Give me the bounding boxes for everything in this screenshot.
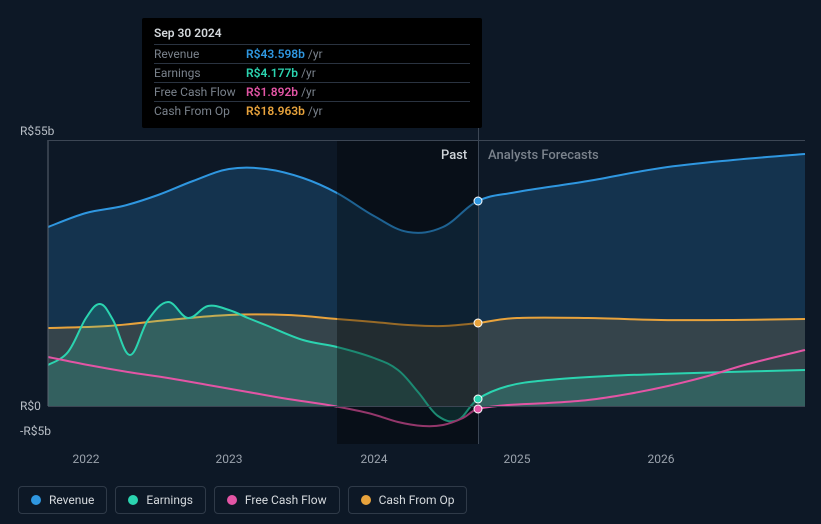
tooltip-label: Earnings xyxy=(154,66,246,80)
tooltip-label: Free Cash Flow xyxy=(154,85,246,99)
tooltip-date: Sep 30 2024 xyxy=(154,26,470,40)
past-shade xyxy=(337,140,478,444)
tooltip-label: Cash From Op xyxy=(154,104,246,118)
plot-area xyxy=(48,140,805,444)
tooltip-row: Cash From OpR$18.963b/yr xyxy=(154,101,470,120)
legend-dot-icon xyxy=(31,495,41,505)
marker xyxy=(474,405,483,414)
marker xyxy=(474,395,483,404)
tooltip: Sep 30 2024 RevenueR$43.598b/yrEarningsR… xyxy=(142,18,482,128)
y-tick-label: R$55b xyxy=(20,124,54,138)
x-tick-label: 2025 xyxy=(504,452,531,466)
legend-item-free-cash-flow[interactable]: Free Cash Flow xyxy=(214,486,340,514)
legend-label: Free Cash Flow xyxy=(245,493,327,507)
x-tick-label: 2024 xyxy=(361,452,388,466)
legend-item-revenue[interactable]: Revenue xyxy=(18,486,107,514)
y-tick-label: R$0 xyxy=(20,399,41,413)
y-tick-label: -R$5b xyxy=(20,424,51,438)
tooltip-value: R$1.892b xyxy=(246,85,298,99)
tooltip-unit: /yr xyxy=(301,85,316,99)
x-tick-label: 2023 xyxy=(216,452,243,466)
x-tick-label: 2026 xyxy=(648,452,675,466)
tooltip-row: Free Cash FlowR$1.892b/yr xyxy=(154,82,470,101)
past-label: Past xyxy=(441,148,467,163)
financial-chart: Sep 30 2024 RevenueR$43.598b/yrEarningsR… xyxy=(0,0,821,524)
legend-item-cash-from-op[interactable]: Cash From Op xyxy=(348,486,468,514)
tooltip-unit: /yr xyxy=(308,104,323,118)
legend-label: Earnings xyxy=(146,493,193,507)
legend-dot-icon xyxy=(128,495,138,505)
tooltip-value: R$18.963b xyxy=(246,104,305,118)
zero-line xyxy=(48,406,805,407)
legend-item-earnings[interactable]: Earnings xyxy=(115,486,206,514)
tooltip-value: R$43.598b xyxy=(246,47,305,61)
legend-dot-icon xyxy=(227,495,237,505)
legend-label: Revenue xyxy=(49,493,94,507)
legend: Revenue Earnings Free Cash Flow Cash From O… xyxy=(18,486,467,514)
marker xyxy=(474,319,483,328)
top-line xyxy=(48,140,805,141)
tooltip-label: Revenue xyxy=(154,47,246,61)
tooltip-value: R$4.177b xyxy=(246,66,298,80)
tooltip-row: EarningsR$4.177b/yr xyxy=(154,63,470,82)
tooltip-unit: /yr xyxy=(301,66,316,80)
tooltip-row: RevenueR$43.598b/yr xyxy=(154,44,470,63)
legend-label: Cash From Op xyxy=(379,493,455,507)
marker xyxy=(474,197,483,206)
x-tick-label: 2022 xyxy=(73,452,100,466)
legend-dot-icon xyxy=(361,495,371,505)
forecast-label: Analysts Forecasts xyxy=(488,148,599,163)
tooltip-unit: /yr xyxy=(308,47,323,61)
